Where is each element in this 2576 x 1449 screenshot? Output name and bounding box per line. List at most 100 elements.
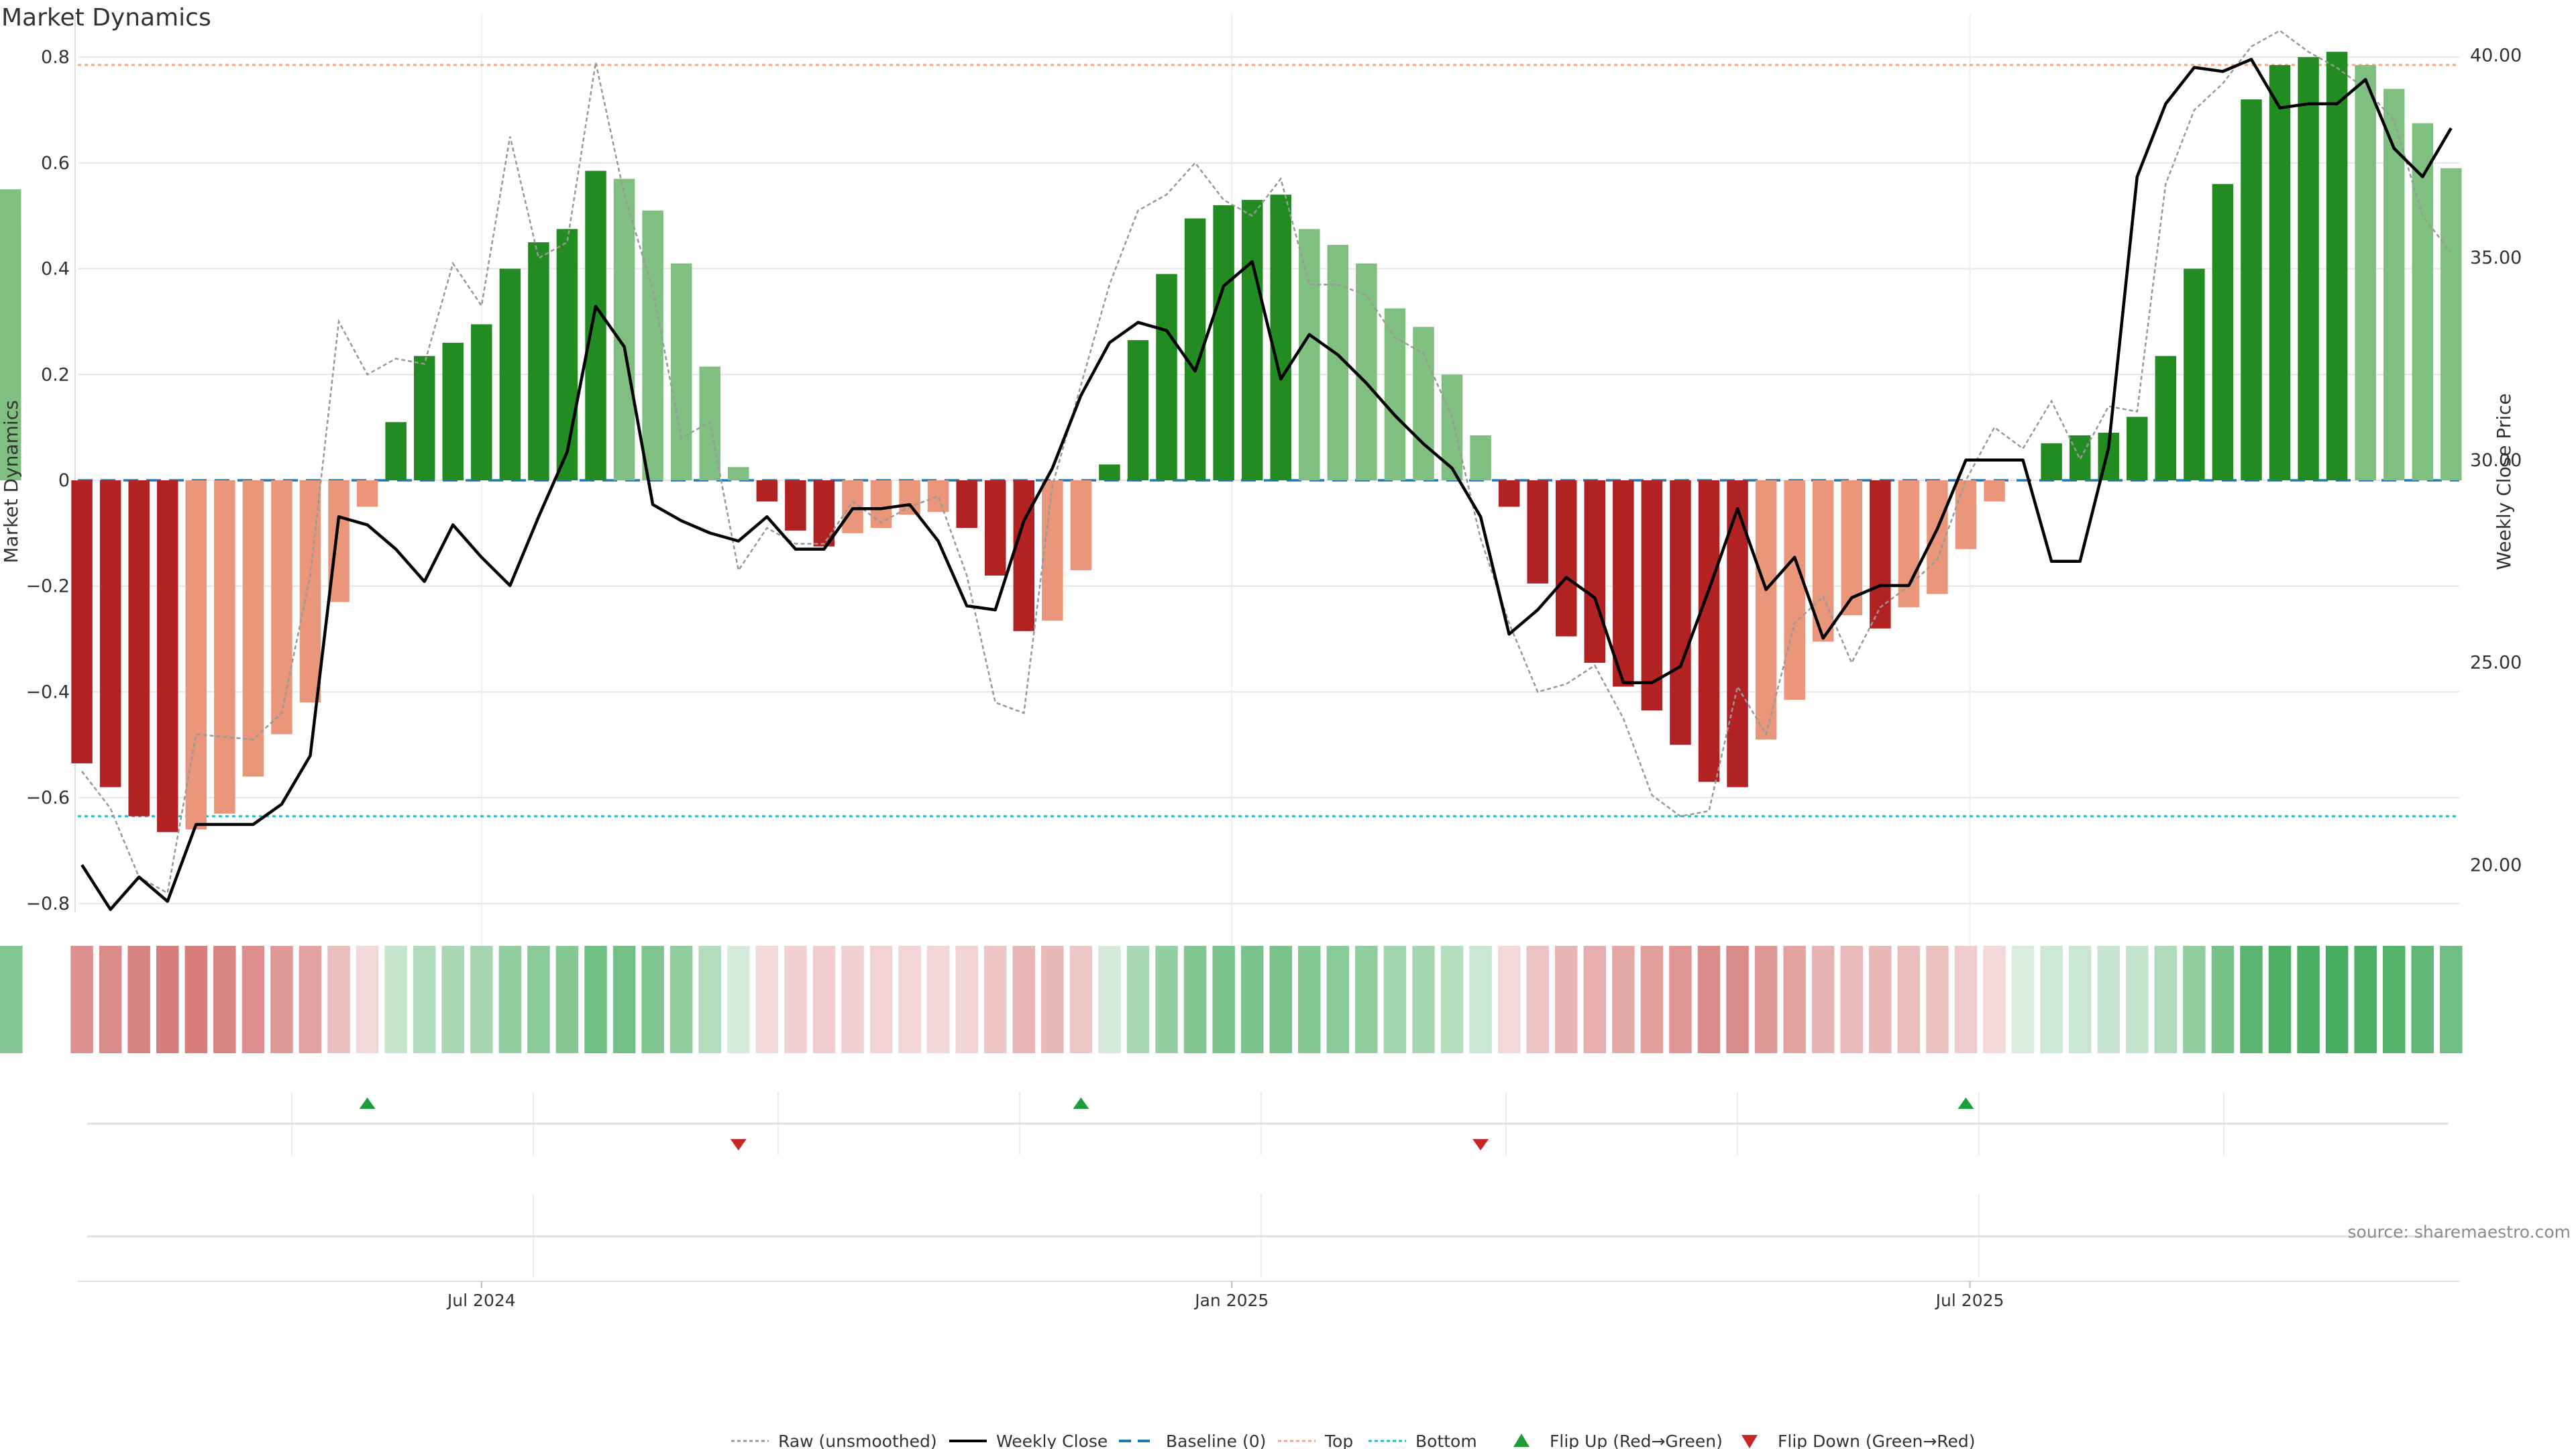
line-series: [80, 30, 2453, 911]
flip-up-marker: [1073, 1097, 1089, 1109]
strip-cell: [1640, 946, 1664, 1053]
market-dynamics-bar: [1013, 480, 1035, 631]
market-dynamics-bar: [927, 480, 949, 513]
market-dynamics-bar: [1870, 480, 1891, 629]
left-tick-label: 0: [58, 470, 70, 491]
strip-cell: [584, 946, 607, 1053]
market-dynamics-bars: [0, 52, 2462, 833]
market-dynamics-bar: [499, 268, 521, 480]
left-tick-label: −0.4: [25, 682, 70, 702]
strip-cell: [1069, 946, 1093, 1053]
market-dynamics-bar: [585, 170, 606, 481]
strip-cell: [1783, 946, 1806, 1053]
market-dynamics-bar: [99, 480, 121, 788]
market-dynamics-bar: [271, 480, 292, 735]
legend-label: Bottom: [1415, 1432, 1477, 1449]
strip-cell: [527, 946, 550, 1053]
strip-cell: [2126, 946, 2149, 1053]
strip-cell: [99, 946, 122, 1053]
market-dynamics-bar: [242, 480, 264, 777]
strip-cell: [1897, 946, 1921, 1053]
market-dynamics-bar: [1470, 435, 1491, 480]
market-dynamics-bar: [2241, 99, 2262, 480]
strip-cell: [1212, 946, 1235, 1053]
market-dynamics-bar: [1070, 480, 1092, 571]
strip-cell: [241, 946, 265, 1053]
x-tick-label: Jul 2025: [1935, 1291, 2004, 1310]
empty-panel: [87, 1194, 2449, 1278]
market-dynamics-bar: [385, 422, 407, 480]
strip-cell: [1811, 946, 1835, 1053]
strip-cell: [1669, 946, 1692, 1053]
flip-up-marker: [1957, 1097, 1974, 1109]
strip-cell: [356, 946, 379, 1053]
market-dynamics-bar: [956, 480, 977, 528]
strip-cell: [2154, 946, 2178, 1053]
flip-down-marker: [730, 1139, 747, 1150]
strip-cell: [1555, 946, 1578, 1053]
strip-cell: [2240, 946, 2263, 1053]
strip-cell: [784, 946, 807, 1053]
market-dynamics-bar: [756, 480, 778, 502]
strip-cell: [926, 946, 950, 1053]
market-dynamics-bar: [528, 242, 549, 480]
strip-cell: [1326, 946, 1350, 1053]
strip-cell: [1355, 946, 1378, 1053]
strip-cell: [1697, 946, 1721, 1053]
market-dynamics-bar: [71, 480, 93, 763]
right-tick-label: 25.00: [2470, 653, 2522, 674]
market-dynamics-bar: [442, 342, 464, 480]
market-dynamics-bar: [1384, 308, 1406, 480]
market-dynamics-bar: [728, 467, 749, 480]
left-tick-label: −0.2: [25, 576, 70, 597]
market-dynamics-bar: [156, 480, 178, 833]
strip-cell: [1012, 946, 1036, 1053]
market-dynamics-bar: [1241, 200, 1263, 480]
flip-down-marker: [1472, 1139, 1489, 1150]
strip-cell: [2097, 946, 2120, 1053]
strip-cell: [1298, 946, 1321, 1053]
strip-cell: [1497, 946, 1521, 1053]
legend-label: Flip Up (Red→Green): [1550, 1432, 1723, 1449]
strip-cell: [2268, 946, 2292, 1053]
market-dynamics-bar: [1413, 327, 1434, 480]
right-y-axis-label: Weekly Close Price: [2493, 393, 2515, 570]
left-tick-label: −0.8: [25, 894, 70, 914]
strip-cell: [841, 946, 864, 1053]
strip-cell: [869, 946, 893, 1053]
market-dynamics-bar: [813, 480, 835, 547]
market-dynamics-bar: [214, 480, 235, 814]
market-dynamics-bar: [471, 324, 492, 480]
market-dynamics-bar: [1498, 480, 1520, 507]
strip-cell: [470, 946, 493, 1053]
strip-cell: [2382, 946, 2406, 1053]
market-dynamics-bar: [1527, 480, 1548, 584]
chart-title: Market Dynamics: [1, 4, 211, 32]
strip-cell: [413, 946, 436, 1053]
market-dynamics-bar: [2298, 57, 2319, 480]
legend-swatch-flip-up: [1513, 1434, 1529, 1447]
market-dynamics-bar: [2326, 52, 2348, 481]
strip-cell: [299, 946, 322, 1053]
strip-cell: [156, 946, 179, 1053]
strip-cell: [2011, 946, 2035, 1053]
strip-cell: [641, 946, 664, 1053]
market-dynamics-bar: [642, 210, 663, 480]
market-dynamics-bar: [670, 263, 692, 480]
market-dynamics-bar: [128, 480, 150, 816]
strip-cell: [669, 946, 693, 1053]
strip-cell: [1526, 946, 1549, 1053]
market-dynamics-bar: [1755, 480, 1777, 740]
market-dynamics-bar: [1441, 374, 1463, 480]
left-tick-label: −0.6: [25, 788, 70, 808]
strip-cell: [1612, 946, 1635, 1053]
left-tick-label: 0.8: [41, 47, 70, 68]
left-y-axis: −0.8 −0.6 −0.4 −0.2 0 0.2 0.4 0.6 0.8: [25, 47, 70, 914]
strip-cell: [1383, 946, 1407, 1053]
strip-cell: [1269, 946, 1292, 1053]
strip-cell: [70, 946, 93, 1053]
market-dynamics-bar: [2155, 356, 2177, 480]
strip-cell: [812, 946, 836, 1053]
market-dynamics-bar: [785, 480, 806, 531]
